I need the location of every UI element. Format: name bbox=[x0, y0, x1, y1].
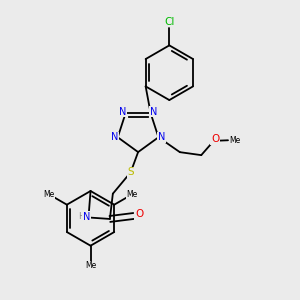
Text: N: N bbox=[150, 107, 157, 117]
Text: Me: Me bbox=[43, 190, 55, 199]
Text: Me: Me bbox=[85, 261, 96, 270]
Text: N: N bbox=[83, 212, 90, 222]
Text: Me: Me bbox=[127, 190, 138, 199]
Text: H: H bbox=[78, 212, 85, 221]
Text: S: S bbox=[128, 167, 134, 177]
Text: O: O bbox=[135, 209, 143, 220]
Text: N: N bbox=[111, 132, 118, 142]
Text: Me: Me bbox=[229, 136, 240, 145]
Text: N: N bbox=[158, 132, 165, 142]
Text: Cl: Cl bbox=[164, 16, 175, 27]
Text: N: N bbox=[119, 107, 126, 117]
Text: O: O bbox=[211, 134, 219, 144]
